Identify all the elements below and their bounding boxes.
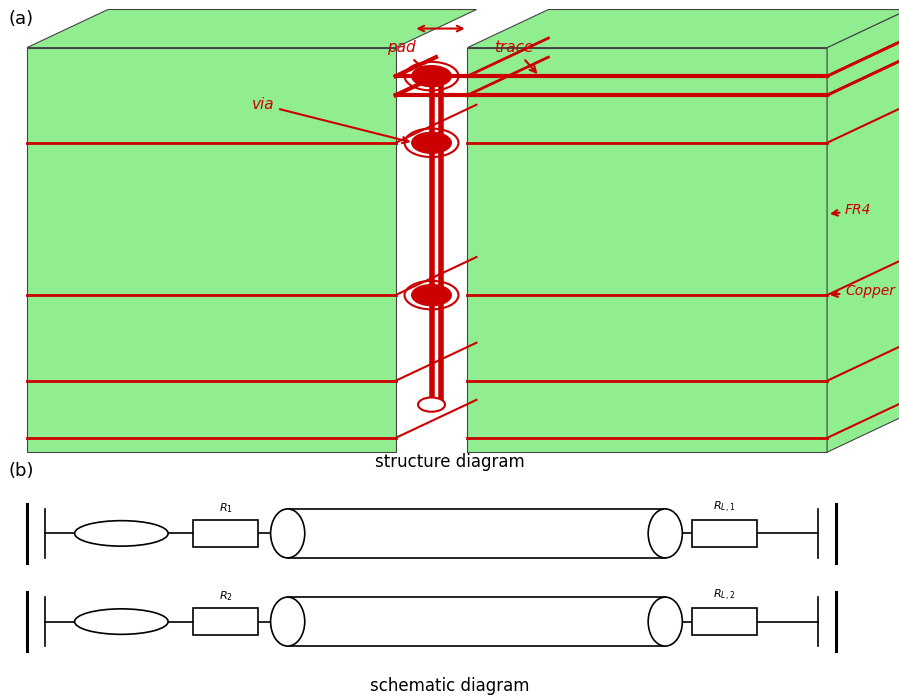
Text: $V_2$: $V_2$ — [114, 615, 129, 629]
FancyBboxPatch shape — [692, 608, 757, 635]
Polygon shape — [27, 48, 396, 452]
Text: Copper: Copper — [832, 284, 895, 298]
Ellipse shape — [648, 509, 682, 558]
FancyBboxPatch shape — [692, 520, 757, 547]
Text: schematic diagram: schematic diagram — [369, 677, 530, 695]
Text: structure diagram: structure diagram — [375, 453, 524, 471]
Text: via: via — [252, 97, 408, 143]
Circle shape — [412, 285, 451, 306]
Polygon shape — [827, 10, 899, 452]
Text: $V_1$: $V_1$ — [114, 526, 129, 540]
Ellipse shape — [648, 597, 682, 646]
Text: trace: trace — [494, 41, 536, 72]
Polygon shape — [27, 10, 476, 48]
Circle shape — [412, 66, 451, 87]
Circle shape — [412, 132, 451, 153]
FancyBboxPatch shape — [193, 520, 258, 547]
Text: $R_1$: $R_1$ — [218, 501, 233, 515]
Polygon shape — [467, 10, 899, 48]
Ellipse shape — [271, 597, 305, 646]
Text: (b): (b) — [9, 463, 34, 480]
FancyBboxPatch shape — [193, 608, 258, 635]
Ellipse shape — [271, 509, 305, 558]
Circle shape — [75, 609, 168, 634]
Circle shape — [75, 521, 168, 546]
Polygon shape — [467, 48, 827, 452]
Text: FR4: FR4 — [832, 203, 871, 217]
Circle shape — [418, 398, 445, 412]
Text: (a): (a) — [9, 10, 34, 27]
Text: $R_2$: $R_2$ — [218, 589, 233, 603]
Text: pad: pad — [387, 41, 428, 73]
Text: $R_{L,1}$: $R_{L,1}$ — [714, 500, 735, 515]
Text: $R_{L,2}$: $R_{L,2}$ — [714, 588, 735, 603]
